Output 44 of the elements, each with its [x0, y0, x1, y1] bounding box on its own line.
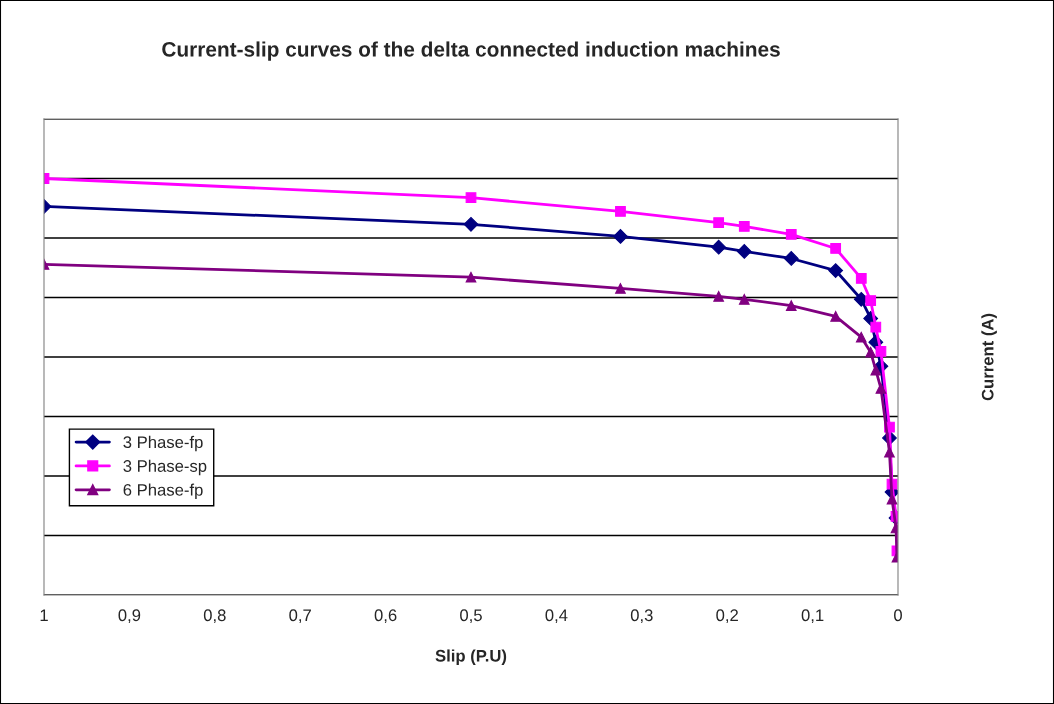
x-tick-label: 0,5 — [460, 609, 482, 624]
x-tick-label: 0,9 — [118, 609, 141, 624]
x-tick-label: 0,1 — [801, 609, 824, 624]
point — [870, 364, 882, 376]
point — [613, 229, 628, 244]
point — [865, 346, 877, 358]
x-tick-label: 0 — [894, 609, 902, 622]
x-tick-label: 0,6 — [374, 609, 397, 624]
point — [865, 295, 877, 306]
point — [615, 206, 626, 217]
x-tick-label: 0,3 — [630, 609, 653, 624]
y-axis-title: Current (A) — [981, 313, 997, 401]
point — [870, 321, 882, 333]
point — [465, 271, 477, 283]
point — [463, 216, 479, 232]
x-tick-label: 1 — [40, 609, 48, 621]
x-tick-label: 0,4 — [545, 609, 568, 624]
point — [855, 273, 867, 284]
point — [465, 192, 477, 204]
point — [615, 283, 626, 294]
point — [711, 239, 727, 255]
point — [738, 221, 750, 232]
point — [830, 243, 842, 254]
point — [713, 290, 725, 302]
x-tick-label: 0,2 — [716, 609, 738, 624]
point — [875, 345, 887, 357]
legend-label: 3 Phase-fp — [123, 435, 203, 452]
x-axis-title: Slip (P.U) — [435, 649, 507, 665]
chart-title: Current-slip curves of the delta connected induction machines — [162, 41, 780, 61]
x-tick-label: 0,8 — [203, 609, 226, 624]
point — [785, 228, 797, 240]
x-tick-label: 0,7 — [289, 609, 311, 624]
point — [855, 331, 867, 343]
point — [736, 243, 752, 259]
point — [828, 263, 844, 278]
point — [738, 293, 750, 305]
legend-label: 6 Phase-fp — [123, 483, 203, 500]
point — [830, 310, 842, 322]
point — [713, 217, 725, 229]
point — [884, 446, 895, 458]
point — [785, 300, 797, 311]
point — [783, 251, 799, 266]
point — [875, 383, 887, 394]
legend-label: 3 Phase-sp — [123, 459, 207, 476]
